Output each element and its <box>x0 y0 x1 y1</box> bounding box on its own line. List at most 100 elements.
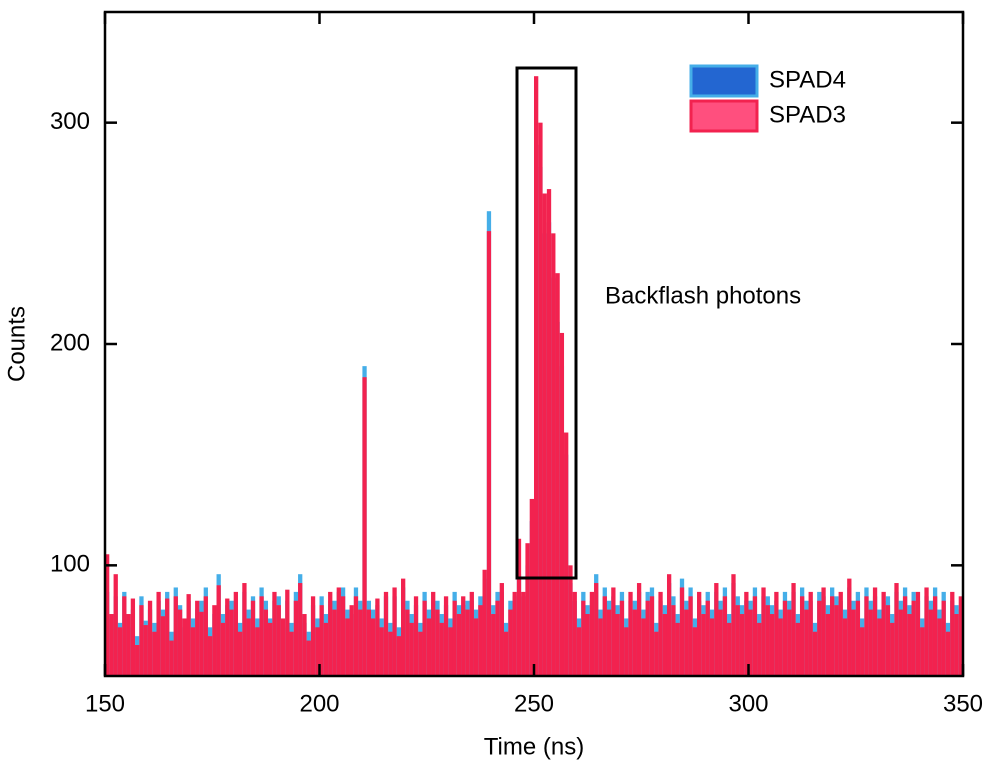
bar <box>280 618 286 676</box>
bar <box>443 596 449 676</box>
bar <box>448 627 453 676</box>
bar <box>731 574 736 676</box>
bar <box>538 122 543 676</box>
bar <box>847 578 852 676</box>
bar <box>272 591 277 676</box>
bar <box>276 605 281 676</box>
bar <box>860 627 865 676</box>
bar <box>109 614 114 676</box>
bar <box>113 574 118 676</box>
bar <box>911 600 916 676</box>
bar <box>495 600 500 676</box>
bar <box>675 622 680 676</box>
y-tick-label: 300 <box>50 108 90 135</box>
bar <box>658 591 663 676</box>
bar <box>915 591 921 676</box>
bar <box>220 622 226 676</box>
legend-label: SPAD3 <box>769 101 846 128</box>
bar <box>345 618 350 676</box>
bar <box>349 605 354 676</box>
x-tick-label: 250 <box>514 690 554 717</box>
bar <box>564 432 569 676</box>
bar <box>135 645 140 676</box>
annotation: Backflash photons <box>605 282 801 309</box>
bar <box>139 605 144 676</box>
bar <box>761 587 766 676</box>
bar <box>452 600 457 676</box>
bar <box>332 609 337 676</box>
bar <box>383 591 389 676</box>
bar <box>293 600 299 676</box>
bar <box>156 591 161 676</box>
bar <box>242 583 247 676</box>
bar <box>838 591 843 676</box>
bar <box>765 605 770 676</box>
bar <box>941 600 946 676</box>
bar <box>431 591 436 676</box>
bar <box>319 605 324 676</box>
bar <box>259 596 264 676</box>
bar <box>358 609 363 676</box>
bar <box>229 609 234 676</box>
bar <box>769 614 775 676</box>
bar <box>328 591 333 676</box>
bar <box>340 596 346 676</box>
bar <box>722 596 728 676</box>
x-tick-label: 300 <box>728 690 768 717</box>
bar <box>370 618 376 676</box>
bar <box>598 618 603 676</box>
bar <box>147 600 153 676</box>
bar <box>268 622 273 676</box>
bar <box>199 611 204 676</box>
bar <box>392 587 397 676</box>
bar <box>237 631 243 676</box>
bar <box>581 600 586 676</box>
bar <box>195 600 200 676</box>
bar <box>950 591 955 676</box>
bar <box>619 600 625 676</box>
x-axis-title: Time (ns) <box>484 733 584 760</box>
bar <box>177 609 183 676</box>
bar <box>203 596 208 676</box>
bar <box>362 377 367 676</box>
bar <box>456 614 462 676</box>
bar <box>122 596 127 676</box>
bar <box>478 605 483 676</box>
bar <box>684 609 689 676</box>
bar <box>872 587 878 676</box>
bar <box>932 596 938 676</box>
bar <box>744 591 749 676</box>
bar <box>315 627 320 676</box>
bar <box>589 591 595 676</box>
bar <box>152 631 157 676</box>
bar <box>422 600 427 676</box>
bar <box>954 614 959 676</box>
bars <box>105 76 963 676</box>
bar <box>105 554 110 676</box>
bar <box>512 591 517 676</box>
bar <box>379 627 384 676</box>
bar <box>418 631 423 676</box>
highlight-box <box>515 66 578 580</box>
bar <box>606 609 612 676</box>
bar <box>182 618 187 676</box>
legend-swatch <box>689 64 759 98</box>
bar <box>778 618 783 676</box>
bar <box>851 609 856 676</box>
bar <box>542 193 547 676</box>
bar <box>864 596 869 676</box>
bar <box>624 627 629 676</box>
bar <box>405 609 410 676</box>
bar <box>323 622 329 676</box>
bar <box>842 618 848 676</box>
bar <box>679 587 685 676</box>
legend-swatch <box>689 99 759 133</box>
bar <box>757 622 762 676</box>
bar <box>212 605 217 676</box>
bar <box>632 609 637 676</box>
bar <box>718 609 723 676</box>
bar <box>516 538 522 676</box>
bar <box>572 591 577 676</box>
bar <box>920 627 925 676</box>
